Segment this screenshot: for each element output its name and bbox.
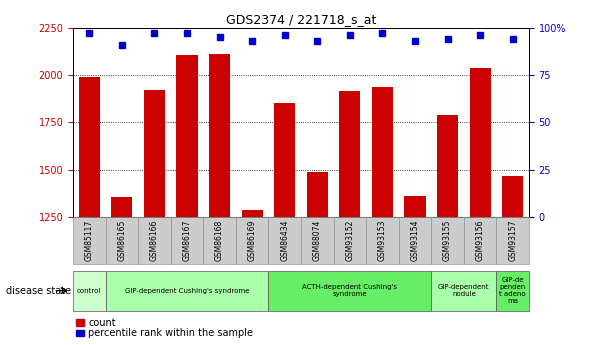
Text: GSM86169: GSM86169 <box>247 220 257 261</box>
Bar <box>404 197 426 345</box>
Text: disease state: disease state <box>6 286 71 296</box>
Text: GSM86166: GSM86166 <box>150 220 159 261</box>
Bar <box>339 91 361 345</box>
Bar <box>372 87 393 345</box>
Text: GSM93156: GSM93156 <box>475 220 485 262</box>
Text: GSM93155: GSM93155 <box>443 220 452 262</box>
Bar <box>176 55 198 345</box>
Text: percentile rank within the sample: percentile rank within the sample <box>88 328 253 338</box>
Bar <box>274 102 295 345</box>
Bar <box>209 54 230 345</box>
Text: GSM85117: GSM85117 <box>85 220 94 261</box>
Text: GSM86168: GSM86168 <box>215 220 224 261</box>
Text: ACTH-dependent Cushing's
syndrome: ACTH-dependent Cushing's syndrome <box>302 284 397 297</box>
Text: GSM86167: GSM86167 <box>182 220 192 261</box>
Bar <box>78 77 100 345</box>
Bar <box>241 210 263 345</box>
Bar <box>437 115 458 345</box>
Text: GSM93154: GSM93154 <box>410 220 420 262</box>
Text: control: control <box>77 288 102 294</box>
Bar <box>502 176 523 345</box>
Text: GIP-dependent
nodule: GIP-dependent nodule <box>438 284 489 297</box>
Text: GSM88074: GSM88074 <box>313 220 322 261</box>
Text: GIP-de
penden
t adeno
ma: GIP-de penden t adeno ma <box>499 277 526 304</box>
Bar <box>306 172 328 345</box>
Text: count: count <box>88 318 116 327</box>
Bar <box>144 90 165 345</box>
Text: GSM86434: GSM86434 <box>280 220 289 262</box>
Text: GIP-dependent Cushing's syndrome: GIP-dependent Cushing's syndrome <box>125 288 249 294</box>
Bar <box>469 68 491 345</box>
Bar <box>111 197 133 345</box>
Text: GSM93157: GSM93157 <box>508 220 517 262</box>
Text: GSM93152: GSM93152 <box>345 220 354 261</box>
Title: GDS2374 / 221718_s_at: GDS2374 / 221718_s_at <box>226 13 376 27</box>
Text: GSM86165: GSM86165 <box>117 220 126 261</box>
Text: GSM93153: GSM93153 <box>378 220 387 262</box>
